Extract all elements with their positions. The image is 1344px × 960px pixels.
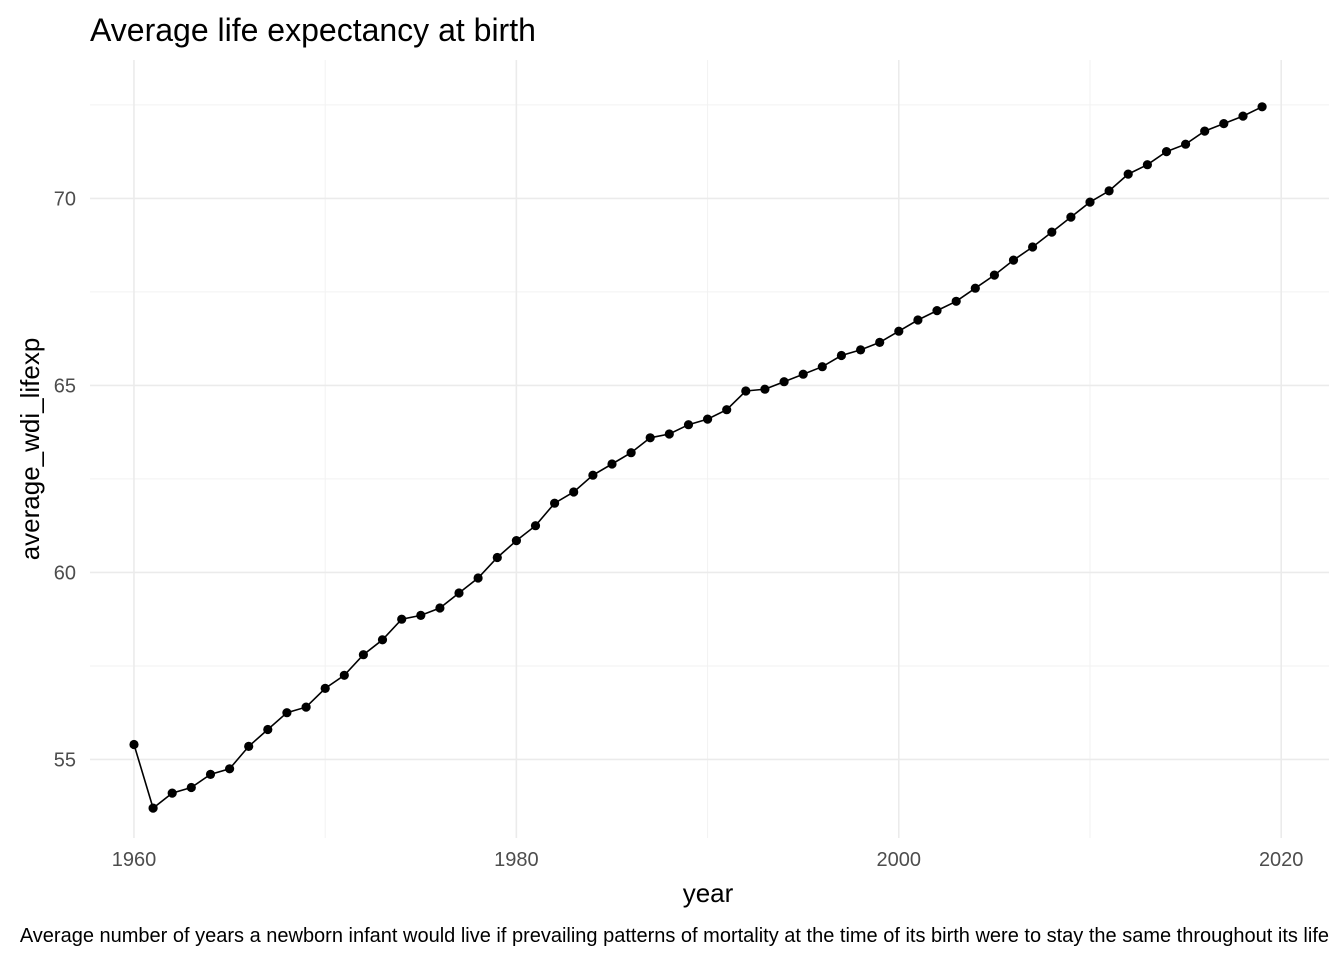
data-point — [607, 459, 617, 469]
data-point — [473, 573, 483, 583]
data-point — [1028, 242, 1038, 252]
data-point — [875, 337, 885, 347]
data-point — [339, 670, 349, 680]
data-point — [569, 487, 579, 497]
data-point — [244, 741, 254, 752]
data-point — [186, 782, 196, 793]
data-point — [1066, 212, 1076, 222]
x-tick-label: 1960 — [112, 849, 157, 871]
data-point — [530, 521, 541, 531]
data-point — [703, 414, 713, 424]
y-axis-tick-labels: 55 60 65 70 — [54, 188, 76, 771]
data-point — [358, 650, 368, 660]
data-point — [1181, 139, 1191, 149]
x-tick-label: 1980 — [494, 849, 539, 871]
data-point — [626, 448, 636, 458]
data-point — [377, 635, 388, 645]
data-point — [225, 764, 235, 774]
data-point — [1219, 119, 1229, 129]
data-point — [129, 739, 139, 750]
data-point — [1008, 255, 1019, 265]
data-point — [1238, 111, 1248, 121]
series-line — [133, 106, 1263, 810]
data-point — [932, 306, 942, 316]
data-point — [1104, 186, 1114, 196]
data-point — [301, 702, 311, 712]
data-point — [148, 803, 158, 813]
data-point — [856, 345, 866, 355]
data-point — [550, 498, 560, 508]
y-tick-label: 65 — [54, 375, 76, 397]
data-point — [760, 384, 770, 394]
data-point — [894, 326, 904, 336]
data-point — [645, 433, 655, 443]
data-point — [817, 362, 827, 372]
data-point — [722, 405, 732, 415]
data-point — [435, 603, 445, 613]
data-point — [1161, 147, 1172, 157]
x-axis-tick-labels: 1960 1980 2000 2020 — [112, 849, 1304, 871]
data-point — [1123, 169, 1133, 179]
data-point — [836, 350, 847, 361]
chart-caption: Average number of years a newborn infant… — [20, 925, 1329, 947]
x-axis-title: year — [683, 878, 734, 908]
data-point — [492, 552, 502, 563]
data-point — [970, 283, 980, 293]
y-tick-label: 60 — [54, 562, 76, 584]
data-point — [1200, 126, 1210, 136]
data-point — [282, 708, 292, 718]
x-tick-label: 2000 — [877, 849, 922, 871]
data-point — [397, 614, 407, 624]
chart-title: Average life expectancy at birth — [90, 12, 536, 48]
series-points — [129, 102, 1267, 813]
data-point — [989, 270, 1000, 280]
data-point — [416, 610, 426, 621]
data-point — [205, 769, 216, 780]
data-point — [454, 588, 464, 598]
data-point — [167, 788, 177, 798]
data-point — [263, 724, 273, 735]
y-axis-title: average_wdi_lifexp — [15, 338, 45, 561]
data-point — [951, 296, 961, 306]
data-point — [683, 420, 694, 430]
data-point — [1257, 102, 1267, 112]
data-point — [1085, 197, 1095, 207]
data-point — [779, 377, 789, 387]
data-point — [588, 470, 598, 480]
minor-gridlines — [90, 60, 1329, 838]
data-point — [798, 369, 808, 379]
data-point — [664, 429, 674, 439]
major-gridlines — [90, 60, 1329, 838]
data-point — [741, 386, 751, 396]
y-tick-label: 70 — [54, 188, 76, 210]
data-point — [320, 683, 330, 694]
data-point — [1047, 227, 1057, 237]
data-point — [511, 536, 521, 546]
y-tick-label: 55 — [54, 749, 76, 771]
data-point — [1142, 160, 1152, 170]
x-tick-label: 2020 — [1259, 849, 1304, 871]
data-point — [913, 315, 923, 325]
